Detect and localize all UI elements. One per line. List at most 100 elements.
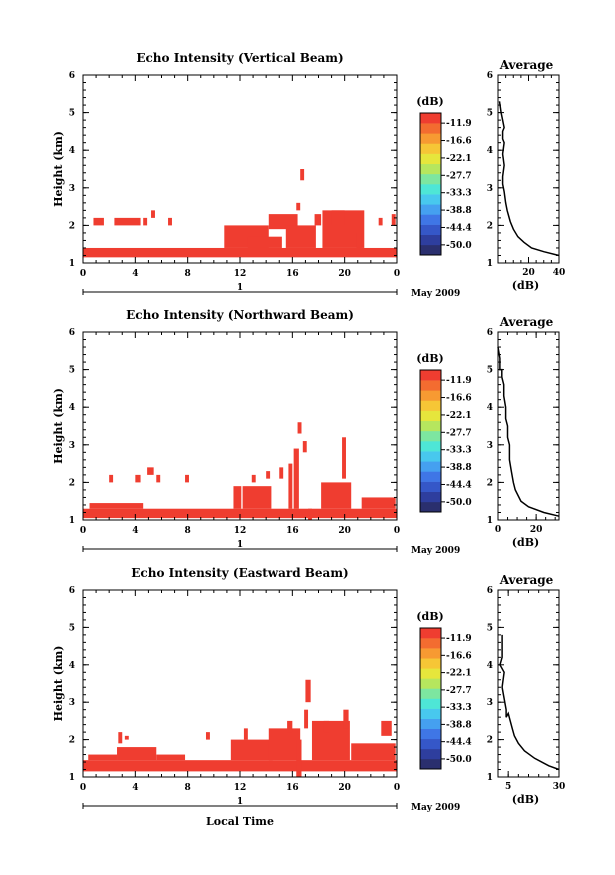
colorbar-segment [420,451,441,462]
colorbar: (dB) -11.9 -16.6 -22.1 -27.7 -33.3 -38.8 -44.4 -… [416,95,472,256]
average-profile-3: Average 1 2 3 4 5 6 5 30 (dB) [487,573,566,806]
date-label: May 2009 [411,289,460,299]
echo-cell [304,709,309,729]
echo-cell [233,486,242,509]
x-tick-label: 20 [338,526,351,536]
colorbar-frame [419,369,442,513]
colorbar-tick-label: -38.8 [446,720,472,730]
echo-cell [391,214,396,226]
panel-title: Echo Intensity (Eastward Beam) [131,566,348,580]
y-tick-label: 6 [69,328,75,338]
average-y-tick-label: 5 [487,623,493,633]
echo-cell [300,169,305,181]
colorbar-unit: (dB) [416,352,443,365]
colorbar-tick-label: -33.3 [446,189,472,199]
y-tick-label: 4 [69,661,75,671]
colorbar-tick-label: -11.9 [446,119,472,129]
colorbar-tick-label: -27.7 [446,686,472,696]
x-tick-label: 12 [234,783,247,793]
x-tick-label: 0 [80,269,86,279]
x-axis-label: Local Time [206,815,274,828]
x-tick-label: 0 [394,269,400,279]
echo-cell [185,474,189,483]
echo-cell [343,709,349,729]
echo-cell [83,508,397,519]
colorbar-segment [420,638,441,649]
colorbar-tick-label: -50.0 [446,498,472,508]
echo-cell [117,747,157,761]
colorbar-segment [420,738,441,750]
x-tick-label: 0 [394,783,400,793]
colorbar-tick-label: -27.7 [446,171,472,181]
y-tick-label: 4 [69,146,75,156]
echo-cell [351,743,396,761]
colorbar-frame [419,627,442,770]
colorbar-segment [420,133,441,144]
echo-cell [135,474,141,483]
echo-cell [302,441,307,453]
colorbar-segment [420,143,441,154]
colorbar-segment [420,441,441,452]
colorbar-segment [420,718,441,730]
average-y-tick-label: 6 [487,328,493,338]
average-x-tick-label: 5 [505,782,511,792]
colorbar-tick-label: -50.0 [446,241,472,251]
colorbar-segment [420,648,441,659]
x-tick-label: 8 [185,783,191,793]
echo-cell [93,217,104,226]
y-tick-label: 5 [69,623,75,633]
echo-cell [297,422,302,434]
average-y-tick-label: 6 [487,586,493,596]
y-tick-label: 6 [69,71,75,81]
echo-cell [296,202,301,211]
colorbar-segment [420,758,441,770]
x-tick-label: 4 [132,526,138,536]
colorbar-segment [420,173,441,185]
y-tick-label: 5 [69,109,75,119]
echo-cell [83,760,397,772]
colorbar-tick-label: -16.6 [446,394,472,404]
colorbar-tick-label: -33.3 [446,703,472,713]
average-y-tick-label: 4 [487,403,493,413]
echo-cell [378,217,383,226]
average-y-tick-label: 3 [487,184,493,194]
x-tick-label: 4 [132,783,138,793]
colorbar-segment [420,708,441,719]
colorbar-segment [420,244,441,256]
echo-cell [151,210,155,218]
echo-cell [381,720,392,736]
y-tick-label: 1 [69,516,75,526]
colorbar: (dB) -11.9 -16.6 -22.1 -27.7 -33.3 -38.8 -44.4 -… [416,610,472,770]
date-label: May 2009 [411,803,460,813]
colorbar-segment [420,224,441,236]
y-tick-label: 6 [69,586,75,596]
x-tick-label: 12 [234,526,247,536]
echo-cell [124,735,129,740]
colorbar-tick-label: -22.1 [446,669,472,679]
average-y-tick-label: 1 [487,516,493,526]
echo-cell [361,497,396,509]
echo-cell [288,463,293,509]
average-y-tick-label: 4 [487,661,493,671]
echo-cell [293,448,299,509]
y-tick-label: 2 [69,478,75,488]
average-title: Average [499,315,554,329]
colorbar-segment [420,728,441,740]
average-frame [497,589,560,778]
colorbar-segment [420,658,441,669]
echo-cell [251,474,256,483]
colorbar-segment [420,491,441,503]
heatmap-panel-1: Echo Intensity (Vertical Beam)0 4 8 12 16 20 0… [52,51,472,299]
x-tick-label: 4 [132,269,138,279]
colorbar-segment [420,430,441,442]
echo-cell [285,225,316,248]
x-tick-label: 20 [338,269,351,279]
colorbar-segment [420,410,441,422]
colorbar-segment [420,471,441,482]
x-tick-label: 20 [338,783,351,793]
echo-cell [89,503,144,509]
average-y-tick-label: 1 [487,259,493,269]
colorbar-segment [420,461,441,472]
heatmap-panel-2: Echo Intensity (Northward Beam)0 4 8 12 16 20… [52,308,472,556]
echo-cell [147,467,154,475]
